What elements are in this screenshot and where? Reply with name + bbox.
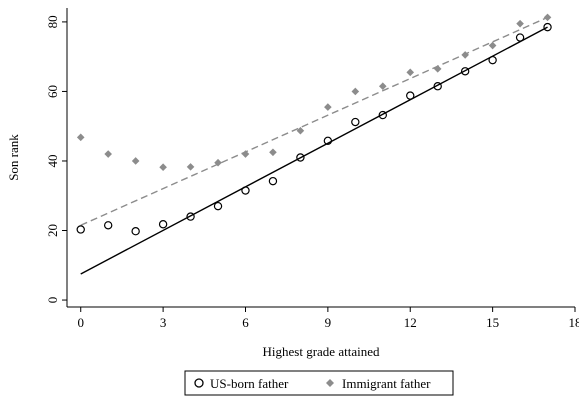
point-immigrant [296, 126, 305, 135]
legend: US-born father Immigrant father [184, 370, 454, 396]
data-points [76, 13, 552, 236]
point-us-born [433, 82, 442, 91]
legend-label-us-born: US-born father [210, 376, 289, 391]
point-us-born [406, 91, 415, 100]
point-immigrant [461, 51, 469, 59]
point-immigrant [488, 41, 497, 50]
x-tick-label: 12 [404, 315, 417, 330]
point-immigrant [378, 82, 387, 91]
y-tick-label: 0 [45, 297, 60, 304]
point-us-born [378, 110, 387, 120]
point-us-born [323, 136, 333, 146]
x-tick-label: 9 [325, 315, 332, 330]
point-immigrant [324, 103, 332, 111]
point-immigrant [104, 150, 112, 158]
legend-marker-immigrant [326, 379, 334, 387]
y-axis-ticks: 0 20 40 60 80 [45, 15, 67, 303]
legend-label-immigrant: Immigrant father [342, 376, 431, 391]
point-immigrant [159, 163, 167, 172]
y-tick-label: 60 [45, 85, 60, 98]
point-immigrant [351, 87, 360, 96]
point-immigrant [186, 163, 195, 171]
x-tick-label: 6 [242, 315, 249, 330]
point-us-born [76, 225, 85, 234]
point-us-born [103, 221, 113, 230]
point-immigrant [543, 13, 552, 22]
x-tick-label: 18 [569, 315, 579, 330]
point-us-born [515, 33, 525, 42]
legend-marker-us-born [194, 378, 204, 388]
fit-line-us-born [80, 26, 548, 275]
point-immigrant [516, 19, 524, 28]
point-immigrant [131, 157, 140, 165]
x-tick-label: 15 [486, 315, 499, 330]
point-immigrant [269, 148, 277, 157]
point-us-born [186, 212, 195, 221]
point-us-born [158, 220, 168, 229]
point-immigrant [241, 150, 250, 158]
legend-box [184, 370, 454, 396]
x-axis-ticks: 0 3 6 9 12 15 18 [77, 307, 579, 330]
x-tick-label: 3 [160, 315, 167, 330]
y-tick-label: 20 [45, 224, 60, 237]
point-us-born [488, 55, 497, 65]
point-us-born [543, 22, 552, 32]
point-us-born [296, 153, 305, 162]
x-tick-label: 0 [77, 315, 84, 330]
point-us-born [213, 201, 223, 211]
point-immigrant [433, 65, 442, 73]
point-us-born [268, 176, 278, 186]
point-immigrant [406, 68, 415, 77]
y-tick-label: 40 [45, 154, 60, 167]
point-us-born [131, 227, 140, 236]
y-axis-title: Son rank [6, 134, 21, 181]
point-immigrant [76, 133, 85, 142]
point-us-born [460, 67, 470, 76]
point-us-born [351, 117, 360, 127]
point-us-born [241, 186, 250, 195]
y-tick-label: 80 [45, 15, 60, 28]
x-axis-title: Highest grade attained [263, 344, 380, 359]
fit-lines [80, 16, 548, 275]
point-immigrant [214, 158, 222, 167]
fit-line-immigrant [80, 16, 548, 226]
